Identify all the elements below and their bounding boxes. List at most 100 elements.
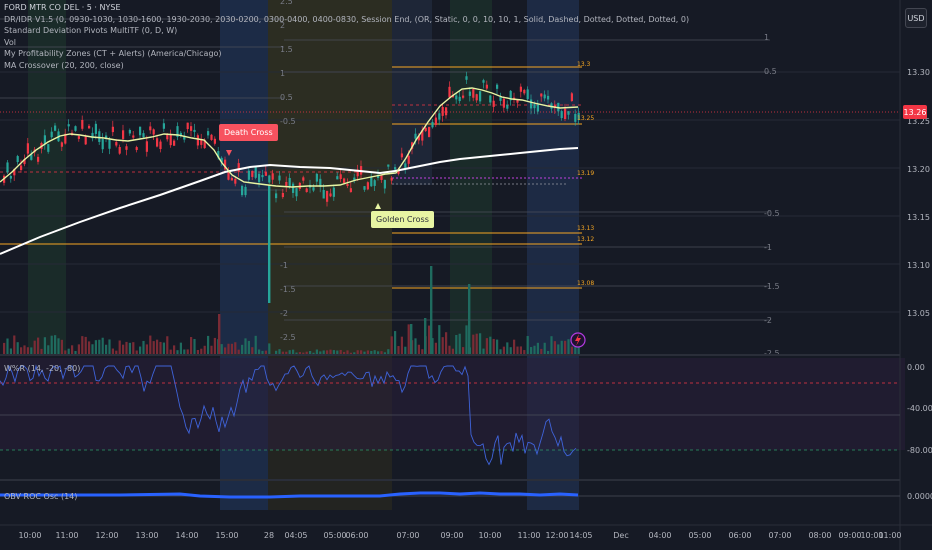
zone-label-mid: 2 xyxy=(280,21,285,30)
candle-body xyxy=(128,130,131,134)
volume-bar xyxy=(380,351,383,354)
volume-bar xyxy=(570,346,573,354)
obv-pane-label[interactable]: OBV ROC Osc (14) xyxy=(4,492,78,501)
price-axis-label: 13.10 xyxy=(907,261,930,270)
time-axis-label: 08:00 xyxy=(808,531,831,540)
candle-body xyxy=(404,163,407,168)
volume-bar xyxy=(356,350,359,354)
zone-label-right: -0.5 xyxy=(764,209,780,218)
candle-body xyxy=(275,193,278,199)
volume-bar xyxy=(445,332,448,354)
zone-label-mid: 0.5 xyxy=(280,93,293,102)
volume-bar xyxy=(183,349,186,354)
candle-body xyxy=(332,187,335,197)
volume-bar xyxy=(173,345,176,354)
std-dev-pivot-lines xyxy=(0,18,770,321)
currency-button[interactable]: USD xyxy=(905,8,927,28)
volume-bar xyxy=(424,318,427,354)
price-axis[interactable]: 13.30 13.25 13.20 13.15 13.10 13.05 xyxy=(907,68,930,318)
candle-body xyxy=(254,167,257,178)
volume-bar xyxy=(516,346,519,354)
candle-body xyxy=(458,96,461,102)
time-axis-label: 11:00 xyxy=(517,531,540,540)
candle-body xyxy=(101,139,104,150)
volume-bar xyxy=(186,349,189,354)
indicator-profitability-zones[interactable]: My Profitability Zones (CT + Alerts) (Am… xyxy=(4,49,222,58)
candle-body xyxy=(132,135,135,138)
volume-bar xyxy=(166,336,169,354)
volume-bar xyxy=(407,324,410,354)
candle-body xyxy=(190,126,193,131)
candle-body xyxy=(213,138,216,144)
time-axis-label: 06:00 xyxy=(728,531,751,540)
zone-label-mid: 1.5 xyxy=(280,45,293,54)
volume-bar xyxy=(533,345,536,354)
candle-body xyxy=(230,177,233,181)
volume-bar xyxy=(139,346,142,354)
volume-bar xyxy=(105,344,108,354)
volume-bar xyxy=(322,350,325,354)
candle-body xyxy=(261,175,264,178)
indicator-volume[interactable]: Vol xyxy=(4,37,16,47)
volume-bar xyxy=(315,349,318,354)
candle-body xyxy=(47,144,50,152)
volume-bar xyxy=(547,350,550,354)
candle-body xyxy=(377,175,380,179)
level-labels: 13.3 13.25 13.19 13.13 13.12 13.08 xyxy=(577,61,594,287)
candle-body xyxy=(98,131,101,142)
candle-body xyxy=(159,141,162,150)
candle-body xyxy=(339,174,342,180)
volume-bar xyxy=(349,352,352,354)
volume-bar xyxy=(319,351,322,354)
time-axis-label: 11:00 xyxy=(878,531,901,540)
volume-bar xyxy=(6,338,9,354)
candle-body xyxy=(30,154,33,160)
candle-body xyxy=(217,150,220,158)
volume-bar xyxy=(207,335,210,354)
volume-bar xyxy=(506,342,509,354)
zone-label-mid: -2.5 xyxy=(280,333,296,342)
indicator-dr-idr[interactable]: DR/IDR V1.5 (0, 0930-1030, 1030-1600, 19… xyxy=(4,14,690,24)
candle-body xyxy=(183,135,186,140)
candle-body xyxy=(448,86,451,98)
candle-body xyxy=(496,84,499,89)
obv-axis: 0.0000 xyxy=(907,492,932,501)
zone-label-mid: 2.5 xyxy=(280,0,293,6)
time-axis[interactable]: 10:00 11:00 12:00 13:00 14:00 15:00 28 04:05 05:… xyxy=(18,531,901,540)
volume-bar xyxy=(125,341,128,354)
candle-body xyxy=(424,127,427,132)
indicator-ma-crossover[interactable]: MA Crossover (20, 200, close) xyxy=(4,60,124,70)
volume-bar xyxy=(499,349,502,354)
volume-bar xyxy=(434,342,437,354)
volume-bar xyxy=(295,352,298,354)
candle-body xyxy=(574,113,577,122)
candle-body xyxy=(400,153,403,158)
volume-bar xyxy=(472,334,475,354)
time-axis-label: 10:00 xyxy=(860,531,883,540)
volume-bar xyxy=(400,336,403,354)
candle-body xyxy=(118,147,121,154)
volume-bar xyxy=(530,347,533,354)
candle-body xyxy=(64,133,67,144)
volume-bar xyxy=(234,342,237,354)
indicator-std-dev-pivots[interactable]: Standard Deviation Pivots MultiTF (0, D,… xyxy=(4,26,178,35)
volume-bar xyxy=(302,352,305,354)
candle-body xyxy=(363,186,366,190)
candle-body xyxy=(67,124,70,127)
time-axis-label: 15:00 xyxy=(215,531,238,540)
time-axis-label: 10:00 xyxy=(478,531,501,540)
symbol-title[interactable]: FORD MTR CO DEL · 5 · NYSE xyxy=(4,3,121,12)
time-axis-label: 12:00 xyxy=(545,531,568,540)
volume-bar xyxy=(77,344,80,354)
volume-bar xyxy=(479,333,482,354)
volume-bar xyxy=(30,347,33,354)
candle-body xyxy=(108,139,111,149)
level-label: 13.25 xyxy=(577,115,594,122)
zone-label-right: -2 xyxy=(764,316,772,325)
volume-bar xyxy=(336,350,339,354)
wr-pane-label[interactable]: W%R (14, -20, -80) xyxy=(4,364,81,373)
last-price-tag: 13.26 xyxy=(903,105,927,119)
flash-icon[interactable] xyxy=(570,332,586,348)
zone-label-right: -1.5 xyxy=(764,282,780,291)
